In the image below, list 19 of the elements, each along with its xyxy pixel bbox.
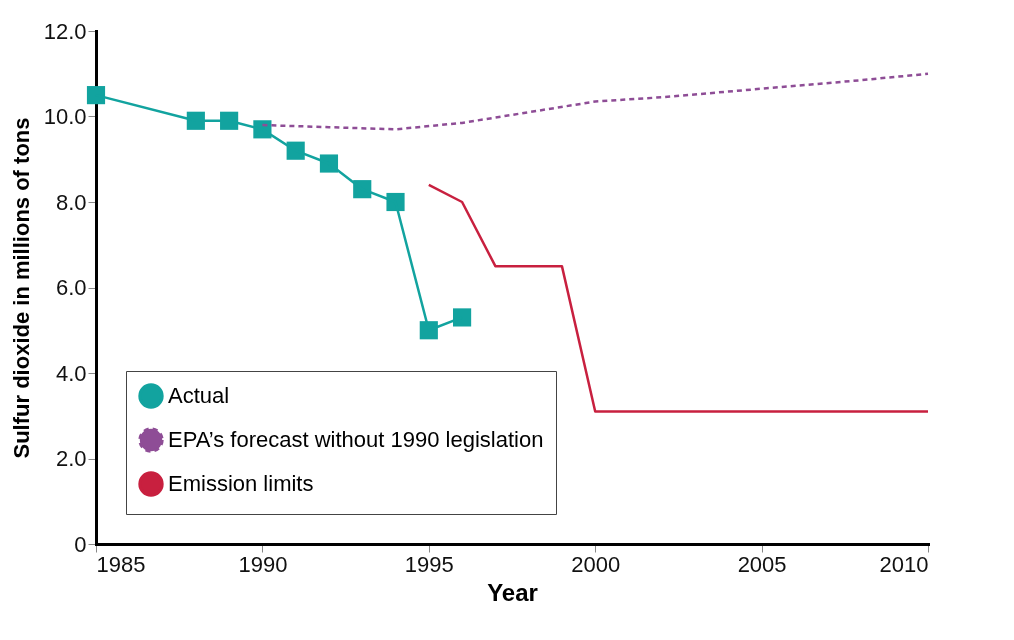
- line-series: [427, 183, 930, 413]
- x-tick-label: 1985: [96, 551, 146, 577]
- y-tick-label: 2.0: [55, 446, 87, 471]
- y-tick-label: 12.0: [43, 18, 87, 44]
- y-tick-label: 4.0: [55, 360, 87, 386]
- legend-label: Actual: [168, 383, 230, 408]
- y-tick-label: 10.0: [43, 104, 87, 129]
- y-tick-label: 0: [74, 531, 87, 557]
- x-tick-label: 2010: [879, 551, 929, 577]
- y-tick-label: 6.0: [55, 275, 87, 300]
- x-axis-title: Year: [487, 578, 538, 606]
- y-axis-title: Sulfur dioxide in millions of tons: [8, 117, 34, 459]
- legend-label: Emission limits: [168, 471, 314, 496]
- x-tick-label: 2005: [737, 551, 787, 577]
- y-tick-label: 8.0: [55, 189, 87, 215]
- x-tick-label: 2000: [571, 551, 621, 577]
- x-tick-label: 1990: [238, 551, 288, 577]
- x-tick-label: 1995: [404, 551, 454, 577]
- legend-label: EPA’s forecast without 1990 legislation: [168, 427, 544, 452]
